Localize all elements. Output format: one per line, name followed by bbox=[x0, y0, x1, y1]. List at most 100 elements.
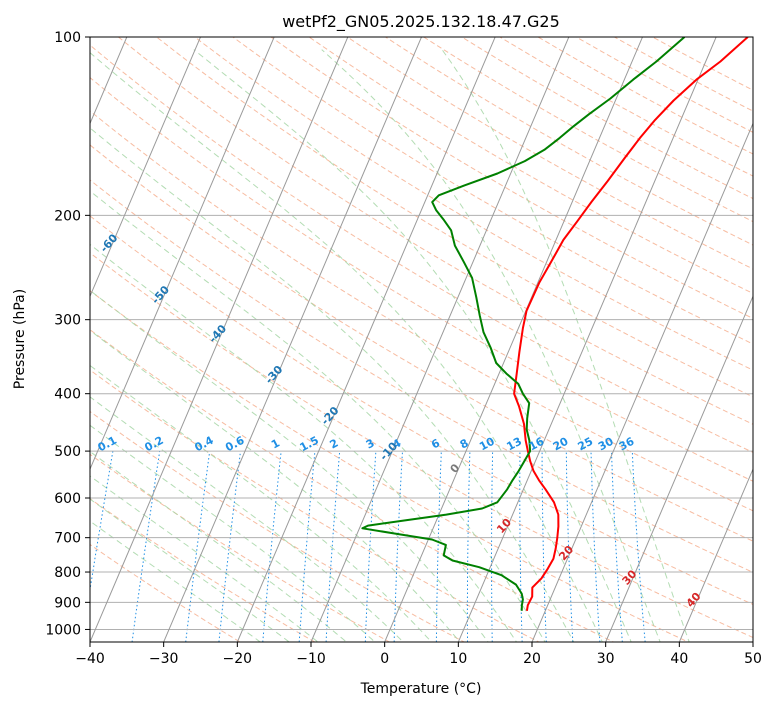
isotherm-label: -30 bbox=[263, 363, 286, 387]
y-tick-label: 200 bbox=[54, 208, 81, 224]
dry-adiabat-line bbox=[90, 44, 753, 453]
isotherm-line bbox=[90, 37, 275, 471]
mixing-ratio-line bbox=[491, 451, 494, 642]
mixing-ratio-line bbox=[435, 451, 442, 642]
y-tick-label: 700 bbox=[54, 531, 81, 547]
mixing-ratio-label: 10 bbox=[477, 435, 497, 454]
mixing-ratio-label: 20 bbox=[551, 435, 571, 454]
x-tick-label: 30 bbox=[597, 651, 615, 667]
mixing-ratio-line bbox=[364, 451, 377, 642]
isotherm-line bbox=[236, 37, 496, 642]
dry-adiabat-line bbox=[384, 37, 753, 246]
y-tick-label: 800 bbox=[54, 565, 81, 581]
moist-adiabat-line bbox=[90, 329, 461, 642]
chart-title: wetPf2_GN05.2025.132.18.47.G25 bbox=[282, 12, 560, 32]
mixing-ratio-line bbox=[393, 451, 403, 642]
x-axis-label: Temperature (°C) bbox=[360, 681, 482, 697]
mixing-ratio-label: 13 bbox=[504, 435, 524, 454]
isotherm-line bbox=[384, 37, 644, 642]
x-tick-label: 10 bbox=[449, 651, 467, 667]
moist-adiabat-line bbox=[90, 243, 518, 642]
isotherm-label: -20 bbox=[319, 404, 342, 428]
moist-adiabat-line bbox=[90, 127, 575, 642]
dry-adiabat-line bbox=[90, 369, 540, 642]
x-tick-label: −20 bbox=[223, 651, 253, 667]
dry-adiabat-line bbox=[422, 37, 753, 223]
mixing-ratio-line bbox=[565, 451, 574, 642]
mixing-ratio-label: 2 bbox=[328, 436, 341, 451]
dry-adiabat-line bbox=[460, 37, 753, 200]
dry-adiabat-line bbox=[90, 215, 753, 606]
isotherm-label: -50 bbox=[149, 283, 172, 307]
x-tick-label: 50 bbox=[744, 651, 762, 667]
mixing-ratio-label: 36 bbox=[617, 435, 637, 454]
isotherm-line bbox=[531, 122, 753, 642]
mixing-ratio-label: 30 bbox=[596, 435, 616, 454]
isotherm-line bbox=[310, 37, 570, 642]
moist-adiabat-line bbox=[90, 424, 376, 642]
isotherm-line bbox=[678, 467, 753, 642]
dewpoint-profile-line bbox=[361, 37, 686, 611]
dry-adiabat-line bbox=[308, 37, 753, 294]
dry-adiabat-line bbox=[537, 37, 753, 155]
y-tick-label: 400 bbox=[54, 387, 81, 403]
dry-adiabat-line bbox=[90, 77, 753, 482]
x-tick-label: −10 bbox=[296, 651, 326, 667]
y-axis: 100 200 300 400 500 600 700 800 900 1000 bbox=[45, 30, 90, 638]
dry-adiabat-line bbox=[193, 37, 753, 371]
isotherm-label: -40 bbox=[206, 322, 229, 346]
dry-adiabat-line bbox=[90, 410, 466, 642]
dry-adiabat-line bbox=[232, 37, 753, 345]
dry-adiabat-line bbox=[90, 252, 753, 639]
x-axis: −40 −30 −20 −10 0 10 20 30 40 50 bbox=[75, 642, 762, 667]
isotherm-line bbox=[0, 10, 65, 654]
moist-adiabat-line bbox=[90, 364, 433, 642]
mixing-ratio-label: 16 bbox=[527, 435, 547, 454]
isotherm-line bbox=[163, 37, 423, 642]
moist-adiabat-line bbox=[90, 52, 603, 642]
dry-adiabat-line bbox=[117, 37, 753, 425]
mixing-ratio-label: 1 bbox=[269, 436, 282, 451]
mixing-ratio-line bbox=[519, 451, 523, 642]
mixing-ratio-line bbox=[611, 451, 623, 642]
background-lines bbox=[90, 37, 753, 642]
moist-adiabat-line bbox=[441, 49, 690, 642]
isotherm-label: -60 bbox=[98, 231, 121, 255]
mixing-ratio-line bbox=[131, 451, 161, 642]
isotherm-line bbox=[90, 37, 202, 298]
dry-adiabat-line bbox=[346, 37, 753, 270]
isotherm-label: -80 bbox=[0, 127, 18, 151]
mixing-ratio-line bbox=[541, 451, 547, 642]
profile-series bbox=[361, 37, 749, 611]
isotherm-line bbox=[752, 640, 753, 642]
dry-adiabat-line bbox=[90, 179, 753, 573]
moist-adiabat-line bbox=[90, 289, 489, 642]
mixing-ratio-line bbox=[325, 451, 341, 642]
y-axis-label: Pressure (hPa) bbox=[12, 289, 28, 389]
y-tick-label: 600 bbox=[54, 491, 81, 507]
isotherm-line bbox=[90, 37, 349, 642]
line-labels: 0.10.20.40.611.52346810131620253036-100-… bbox=[0, 127, 704, 610]
dry-adiabat-line bbox=[90, 453, 391, 642]
y-tick-label: 1000 bbox=[45, 622, 81, 638]
isotherm-line bbox=[90, 37, 128, 125]
dry-adiabat-line bbox=[270, 37, 753, 319]
dry-adiabat-line bbox=[90, 329, 615, 642]
moist-adiabat-line bbox=[321, 49, 661, 642]
isotherm-label: -70 bbox=[48, 174, 71, 198]
isotherm-line bbox=[605, 295, 753, 642]
dry-adiabat-line bbox=[651, 37, 753, 91]
y-tick-label: 100 bbox=[54, 30, 81, 46]
x-tick-label: −40 bbox=[75, 651, 105, 667]
x-tick-label: 40 bbox=[670, 651, 688, 667]
mixing-ratio-label: 25 bbox=[576, 435, 596, 454]
mixing-ratio-line bbox=[590, 451, 601, 642]
dry-adiabat-line bbox=[498, 37, 753, 177]
dry-adiabat-line bbox=[90, 290, 690, 642]
y-tick-label: 300 bbox=[54, 313, 81, 329]
y-tick-label: 500 bbox=[54, 444, 81, 460]
mixing-ratio-line bbox=[466, 451, 471, 642]
dry-adiabat-line bbox=[90, 110, 753, 512]
temperature-profile-line bbox=[513, 37, 749, 611]
